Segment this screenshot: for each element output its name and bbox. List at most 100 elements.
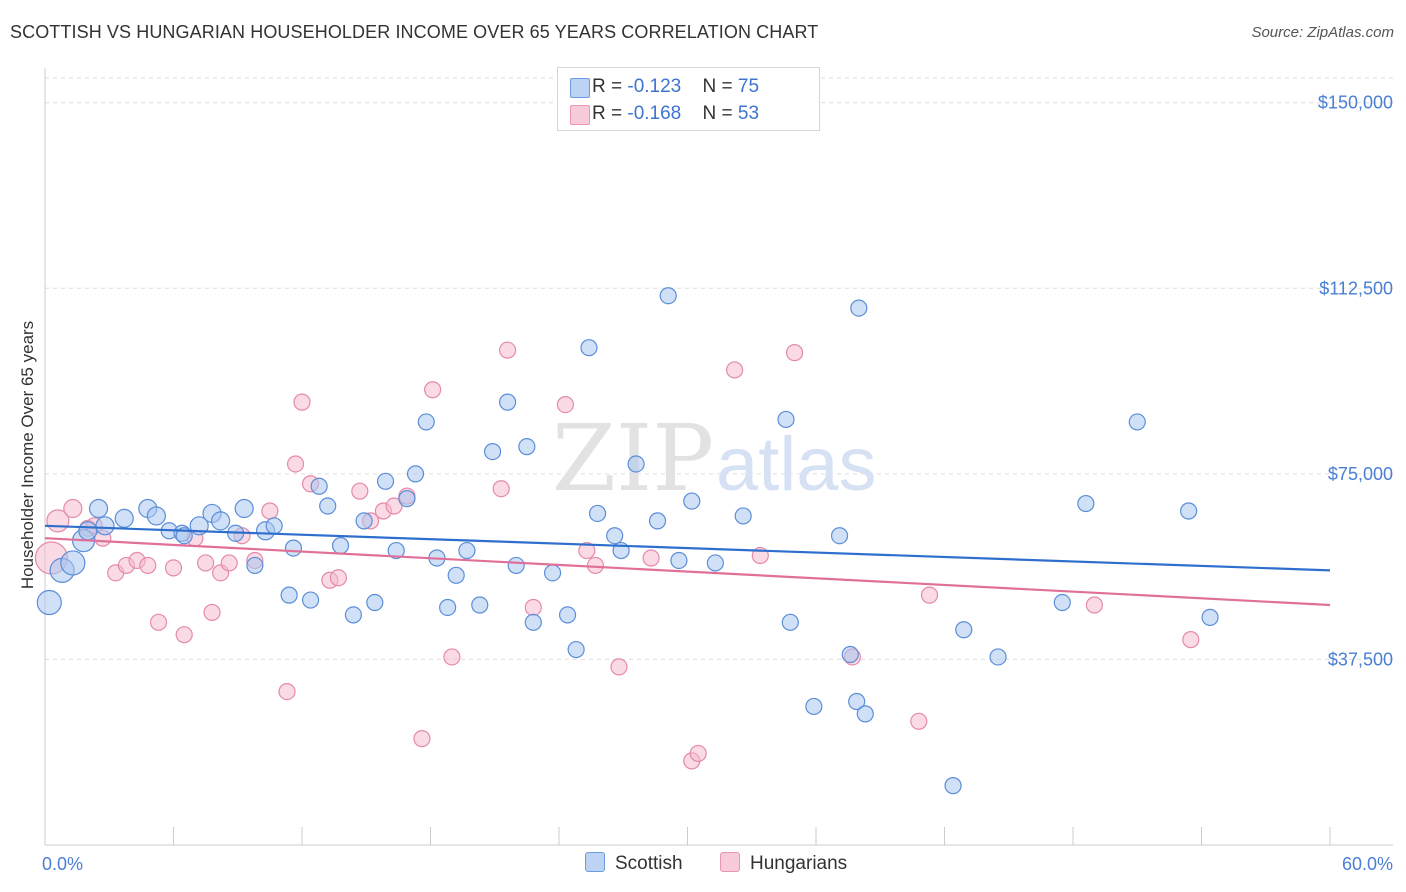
data-point-scottish xyxy=(36,589,62,616)
data-point-scottish xyxy=(114,508,134,529)
source-label: Source: ZipAtlas.com xyxy=(1251,24,1394,41)
data-point-scottish xyxy=(447,566,465,584)
data-point-hungarians xyxy=(293,393,311,411)
data-point-scottish xyxy=(706,554,724,572)
data-point-scottish xyxy=(777,410,795,429)
data-point-hungarians xyxy=(197,554,215,572)
data-point-hungarians xyxy=(578,541,596,560)
data-point-scottish xyxy=(146,506,166,526)
data-point-scottish xyxy=(95,516,115,536)
data-point-scottish xyxy=(627,455,645,473)
data-point-hungarians xyxy=(278,682,296,701)
data-point-hungarians xyxy=(413,730,431,748)
series-hungarians xyxy=(34,341,1200,770)
data-point-scottish xyxy=(406,465,425,483)
data-point-scottish xyxy=(376,472,395,490)
data-point-hungarians xyxy=(492,480,510,498)
data-point-hungarians xyxy=(1085,596,1104,614)
data-point-hungarians xyxy=(261,502,279,520)
data-point-scottish xyxy=(518,438,536,456)
data-point-hungarians xyxy=(524,598,542,617)
data-point-scottish xyxy=(955,621,973,639)
data-point-scottish xyxy=(60,550,86,576)
data-point-hungarians xyxy=(385,497,403,515)
trend-lines xyxy=(44,524,1331,607)
data-point-scottish xyxy=(417,413,435,431)
data-point-scottish xyxy=(683,492,701,510)
series-scottish xyxy=(36,287,1219,795)
data-point-scottish xyxy=(471,596,489,614)
data-point-hungarians xyxy=(329,569,348,587)
data-point-hungarians xyxy=(586,556,605,575)
legend-n-value-scottish: 75 xyxy=(737,76,760,97)
data-point-scottish xyxy=(366,593,384,612)
data-point-scottish xyxy=(507,556,525,575)
legend-swatch-hungarians xyxy=(570,105,590,125)
data-point-scottish xyxy=(355,512,373,530)
data-point-scottish xyxy=(580,339,598,357)
data-point-scottish xyxy=(648,512,667,530)
data-point-scottish xyxy=(1201,608,1219,626)
y-tick-label: $112,500 xyxy=(1319,278,1393,298)
data-point-hungarians xyxy=(642,549,660,567)
data-point-scottish xyxy=(284,539,303,557)
y-tick-label: $150,000 xyxy=(1318,93,1393,113)
data-point-scottish xyxy=(1077,494,1095,513)
legend-row-scottish: R = -0.123 N = 75 xyxy=(570,76,760,100)
data-point-hungarians xyxy=(1182,631,1200,649)
data-point-hungarians xyxy=(351,482,369,500)
bottom-legend-scottish: Scottish xyxy=(585,852,683,875)
trend-line-hungarians xyxy=(44,537,1331,607)
y-tick-labels: $37,500 $75,000 $112,500 $150,000 xyxy=(1318,93,1393,670)
data-point-hungarians xyxy=(220,554,238,572)
data-point-hungarians xyxy=(63,498,83,519)
data-point-scottish xyxy=(1053,593,1071,612)
data-point-hungarians xyxy=(164,559,183,577)
axes xyxy=(44,68,1393,846)
data-point-scottish xyxy=(319,497,337,515)
y-tick-label: $75,000 xyxy=(1328,464,1393,484)
chart-title: SCOTTISH VS HUNGARIAN HOUSEHOLDER INCOME… xyxy=(10,22,819,42)
data-point-scottish xyxy=(484,443,502,461)
legend-n-label-hungarians: N = xyxy=(702,103,738,124)
data-point-scottish xyxy=(499,393,517,411)
trend-line-scottish xyxy=(44,524,1331,572)
bottom-legend-hungarians: Hungarians xyxy=(720,852,847,875)
legend-swatch-scottish xyxy=(570,78,590,98)
data-point-scottish xyxy=(848,692,866,711)
legend-r-value-scottish: -0.123 xyxy=(627,76,682,97)
data-point-scottish xyxy=(398,490,416,508)
data-point-scottish xyxy=(856,705,874,723)
data-point-scottish xyxy=(805,697,823,716)
x-tick-label-min: 0.0% xyxy=(42,854,83,874)
data-point-hungarians xyxy=(785,344,804,362)
data-point-scottish xyxy=(439,598,457,617)
legend-row-hungarians: R = -0.168 N = 53 xyxy=(570,103,759,127)
data-point-hungarians xyxy=(499,341,517,359)
legend-r-label-scottish: R = xyxy=(592,76,628,97)
data-point-hungarians xyxy=(139,556,157,575)
data-point-scottish xyxy=(588,504,607,523)
legend-n-label-scottish: N = xyxy=(702,76,738,97)
data-point-scottish xyxy=(234,498,254,519)
bottom-legend-swatch-scottish xyxy=(585,852,605,872)
data-point-scottish xyxy=(387,541,405,560)
data-point-scottish xyxy=(265,517,283,535)
data-point-scottish xyxy=(344,606,362,624)
data-point-hungarians xyxy=(726,361,744,379)
data-point-hungarians xyxy=(149,613,168,631)
data-point-scottish xyxy=(211,511,231,531)
data-point-scottish xyxy=(781,613,799,631)
data-point-scottish xyxy=(1128,413,1146,431)
data-point-hungarians xyxy=(443,648,461,666)
data-point-scottish xyxy=(301,591,320,609)
data-point-scottish xyxy=(543,564,562,582)
legend-r-value-hungarians: -0.168 xyxy=(627,103,682,124)
data-point-scottish xyxy=(1180,502,1198,520)
data-point-hungarians xyxy=(556,395,575,414)
data-point-scottish xyxy=(670,551,688,570)
watermark-atlas: atlas xyxy=(716,422,877,507)
x-tick-label-max: 60.0% xyxy=(1342,854,1393,874)
data-point-scottish xyxy=(989,648,1007,666)
